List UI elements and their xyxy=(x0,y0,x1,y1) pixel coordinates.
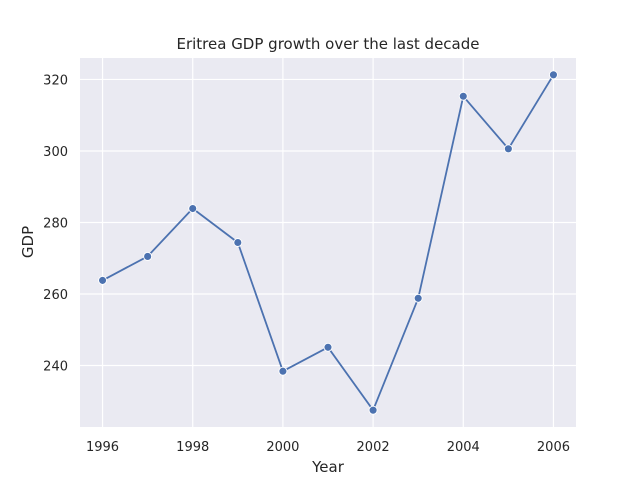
data-point xyxy=(98,275,107,285)
data-point xyxy=(188,204,198,213)
series-layer xyxy=(98,70,558,415)
y-tick-label: 280 xyxy=(43,216,68,231)
data-point xyxy=(503,144,513,154)
data-point xyxy=(323,342,333,352)
grid-lines xyxy=(80,58,576,427)
tick-labels: 1996 1998 2000 2002 2004 2006 240 260 280 300 320 xyxy=(43,73,570,455)
data-point xyxy=(549,70,558,80)
data-point xyxy=(143,251,153,261)
y-tick-label: 260 xyxy=(43,288,68,303)
data-point xyxy=(458,91,468,101)
x-tick-label: 2004 xyxy=(447,440,480,455)
y-tick-label: 320 xyxy=(43,73,68,88)
data-point xyxy=(233,238,243,247)
data-point xyxy=(368,405,378,415)
x-axis-label: Year xyxy=(311,458,345,476)
y-axis-label: GDP xyxy=(19,226,37,258)
data-point xyxy=(278,366,288,376)
y-tick-label: 240 xyxy=(43,360,68,375)
plot-background xyxy=(80,58,576,427)
x-tick-label: 2000 xyxy=(266,440,299,455)
x-tick-label: 1996 xyxy=(86,440,119,455)
y-tick-label: 300 xyxy=(43,145,68,160)
x-tick-label: 1998 xyxy=(176,440,209,455)
chart-title: Eritrea GDP growth over the last decade xyxy=(176,35,479,53)
x-tick-label: 2006 xyxy=(537,440,570,455)
data-point xyxy=(413,293,423,303)
x-tick-label: 2002 xyxy=(357,440,390,455)
